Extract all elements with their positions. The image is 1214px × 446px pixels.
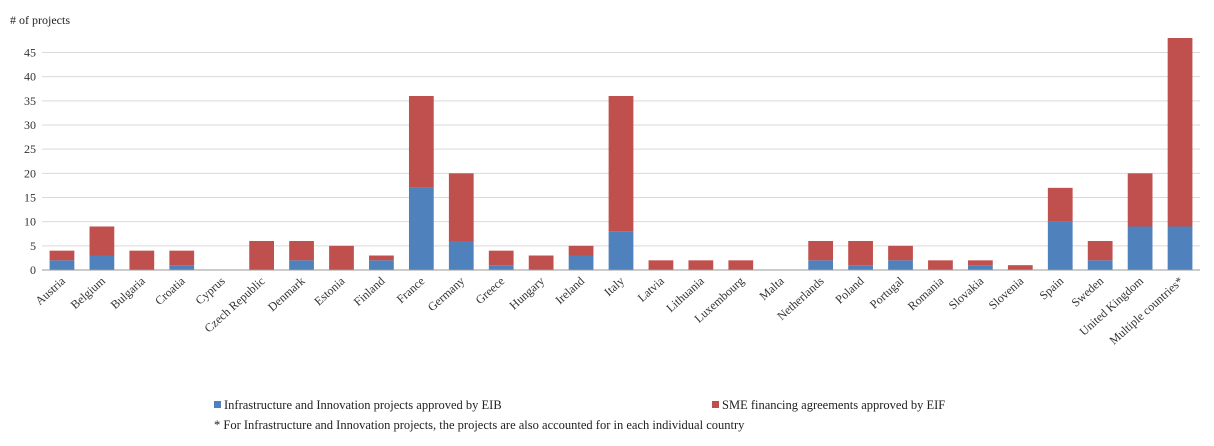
x-tick-label: Denmark <box>265 274 308 314</box>
bars <box>49 38 1193 270</box>
bar-segment-eif <box>1007 265 1033 270</box>
y-tick-label: 20 <box>24 166 36 180</box>
x-tick-label: Multiple countries* <box>1107 274 1186 348</box>
bar-segment-eib <box>568 255 594 270</box>
bar-segment-eib <box>848 265 873 270</box>
y-tick-label: 15 <box>24 191 36 205</box>
x-tick-label: France <box>394 274 428 306</box>
y-tick-label: 10 <box>24 215 36 229</box>
bar-segment-eib <box>408 187 434 270</box>
bar-segment-eib <box>169 265 195 270</box>
bar-segment-eif <box>1127 173 1153 227</box>
bar-segment-eib <box>1167 226 1193 270</box>
bar-segment-eif <box>528 255 554 270</box>
legend-label-eif: SME financing agreements approved by EIF <box>722 398 945 412</box>
bar-segment-eif <box>1167 38 1193 227</box>
y-tick-label: 25 <box>24 142 36 156</box>
x-tick-label: Croatia <box>152 273 188 307</box>
x-tick-label: Spain <box>1037 274 1067 303</box>
bar-segment-eif <box>488 250 514 266</box>
bar-segment-eif <box>568 245 594 256</box>
bar-segment-eif <box>1087 241 1113 261</box>
bar-segment-eif <box>888 245 913 261</box>
bar-segment-eif <box>928 260 953 270</box>
bar-segment-eib <box>49 260 75 270</box>
bar-segment-eif <box>289 241 314 261</box>
x-tick-label: Malta <box>757 273 788 303</box>
bar-segment-eif <box>89 226 115 256</box>
x-tick-label: Estonia <box>311 273 348 308</box>
y-tick-label: 40 <box>24 70 36 84</box>
x-tick-label: Austria <box>32 273 68 307</box>
bar-segment-eif <box>369 255 394 261</box>
bar-segment-eib <box>289 260 314 270</box>
x-tick-label: Belgium <box>68 273 109 312</box>
y-tick-label: 0 <box>30 263 36 277</box>
y-tick-labels: 0 5 10 15 20 25 30 35 40 45 <box>24 46 36 278</box>
bar-segment-eif <box>648 260 674 270</box>
y-tick-label: 35 <box>24 94 36 108</box>
y-axis-label: # of projects <box>10 13 70 27</box>
x-tick-label: Cyprus <box>193 274 228 308</box>
bar-segment-eif <box>968 260 993 266</box>
bar-segment-eif <box>728 260 754 270</box>
bar-segment-eif <box>688 260 714 270</box>
x-tick-label: Italy <box>601 274 627 299</box>
x-tick-label: Slovakia <box>946 273 987 312</box>
x-tick-label: Bulgaria <box>108 273 149 312</box>
bar-segment-eib <box>448 241 474 270</box>
bar-segment-eib <box>968 265 993 270</box>
bar-segment-eib <box>1127 226 1153 270</box>
x-tick-label: Latvia <box>635 273 668 304</box>
bar-segment-eif <box>1047 187 1073 222</box>
x-tick-label: Greece <box>473 274 508 307</box>
bar-segment-eib <box>1087 260 1113 270</box>
x-tick-label: Sweden <box>1069 274 1107 310</box>
bar-segment-eib <box>888 260 913 270</box>
bar-segment-eib <box>1047 221 1073 270</box>
bar-segment-eif <box>848 241 873 266</box>
x-tick-label: Finland <box>351 274 388 309</box>
x-tick-label: Germany <box>425 274 468 314</box>
x-tick-label: Hungary <box>507 274 548 313</box>
bar-segment-eib <box>808 260 834 270</box>
x-tick-label: Ireland <box>552 274 587 307</box>
bar-segment-eib <box>89 255 115 270</box>
bar-segment-eib <box>608 231 634 270</box>
legend-swatch-eif <box>712 401 719 408</box>
bar-segment-eib <box>369 260 394 270</box>
y-tick-label: 30 <box>24 118 36 132</box>
bar-segment-eif <box>448 173 474 241</box>
x-tick-label: Slovenia <box>986 273 1027 312</box>
y-tick-label: 45 <box>24 46 36 60</box>
legend: Infrastructure and Innovation projects a… <box>214 398 945 412</box>
legend-swatch-eib <box>214 401 221 408</box>
legend-label-eib: Infrastructure and Innovation projects a… <box>224 398 502 412</box>
bar-segment-eif <box>808 241 834 261</box>
bar-segment-eif <box>249 241 274 270</box>
y-tick-label: 5 <box>30 239 36 253</box>
bar-segment-eif <box>129 250 155 270</box>
bar-segment-eif <box>49 250 75 261</box>
bar-segment-eif <box>608 96 634 232</box>
x-tick-labels: Austria Belgium Bulgaria Croatia CyprusCzech… <box>32 273 1186 347</box>
bar-segment-eif <box>329 245 354 270</box>
bar-segment-eif <box>408 96 434 188</box>
x-tick-label: Romania <box>905 273 947 313</box>
bar-segment-eib <box>488 265 514 270</box>
x-tick-label: Portugal <box>867 273 907 311</box>
bar-segment-eif <box>169 250 195 266</box>
x-tick-label: Poland <box>832 274 866 307</box>
footnote: * For Infrastructure and Innovation proj… <box>214 418 745 432</box>
